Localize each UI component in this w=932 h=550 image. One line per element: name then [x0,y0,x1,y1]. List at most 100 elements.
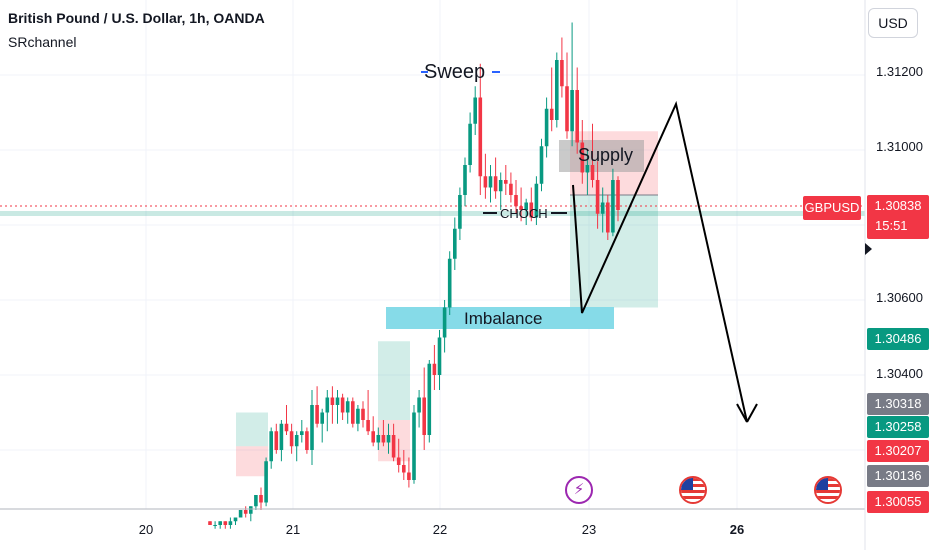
candle-body [320,412,324,424]
candle-body [218,521,222,525]
long-position-target-zone [236,412,268,447]
sweep-label: Sweep [424,61,486,83]
candle-body [284,423,289,432]
candle-body [315,405,319,424]
long-position-stop-zone [236,446,268,477]
candle-body [488,176,493,188]
candle-body [402,465,406,473]
candle-body [396,457,401,465]
candle-body [356,408,360,424]
candle-body [514,195,518,207]
long-position-target-zone [378,341,410,420]
x-tick-label: 22 [432,522,448,537]
candle-body [417,397,421,413]
candle-body [585,165,590,173]
candle-body [340,397,345,413]
bar-countdown: 15:51 [875,218,908,233]
candle-body [274,431,279,450]
candle-body [361,408,365,420]
x-tick-label: 26 [729,522,745,537]
y-tick-label: 1.31200 [876,64,923,79]
candle-body [351,401,355,424]
chart-legend-title: British Pound / U.S. Dollar, 1h, OANDA [8,10,265,26]
candle-body [427,363,432,435]
projection-path [572,100,748,423]
candle-body [442,307,447,338]
candle-body [544,108,549,147]
candle-body [305,431,309,450]
us-flag-icon[interactable] [814,476,842,504]
x-tick-label: 23 [581,522,597,537]
candle-body [529,202,534,218]
candle-body [259,495,263,503]
candle-body [279,423,284,450]
candle-body [524,202,528,210]
candle-body [345,401,350,413]
us-flag-icon[interactable] [679,476,707,504]
choch-label: CHOCH [500,206,548,221]
candle-body [611,180,615,233]
y-tick-label: 1.31000 [876,139,923,154]
x-tick-label: 21 [285,522,301,537]
imbalance-label: Imbalance [464,309,543,328]
candle-body [243,510,248,514]
sr-channel-band [0,211,865,216]
candle-body [238,510,243,518]
candle-body [269,431,273,462]
candle-body [595,180,600,214]
candle-body [223,521,228,525]
indicator-name[interactable]: SRchannel [8,34,77,50]
current-price: 1.30838 [874,198,922,213]
candle-body [330,397,335,405]
current-price-tag: 1.30838 15:51 [867,195,929,239]
candle-body [606,202,610,233]
candle-body [468,123,472,165]
candle-body [463,165,467,195]
candle-body [371,431,375,443]
y-tick-label: 1.30400 [876,366,923,381]
candle-body [616,180,620,210]
candle-body [493,176,498,192]
candle-body [555,60,559,120]
price-tag: 1.30258 [867,416,929,438]
candlesticks [208,22,620,529]
candle-body [289,431,294,447]
candle-body [233,517,238,522]
candle-body [447,258,452,308]
candle-body [391,435,396,458]
price-tag: 1.30486 [867,328,929,350]
candle-body [310,405,314,450]
candle-body [478,97,483,177]
candle-body [473,97,477,124]
candle-body [504,180,508,184]
candle-body [437,337,442,375]
candle-body [458,195,462,229]
lightning-icon[interactable]: ⚡ [565,476,593,504]
supply-box [559,140,644,172]
candle-body [249,506,253,514]
arrow-head-left [736,403,748,423]
price-tag: 1.30207 [867,440,929,462]
candle-body [412,412,416,480]
currency-button[interactable]: USD [868,8,918,38]
candle-body [549,108,554,120]
drawings [421,71,758,423]
candle-body [366,420,370,432]
candle-body [560,60,564,87]
candle-body [386,435,391,443]
candle-body [376,435,381,443]
candle-body [213,525,217,526]
candle-body [565,86,569,132]
candle-body [300,431,304,435]
candle-body [570,90,574,132]
candle-body [483,176,488,188]
price-tag: 1.30136 [867,465,929,487]
candle-body [381,435,386,443]
candle-body [407,472,411,480]
price-scale-marker-icon [865,243,872,255]
candle-body [335,397,340,405]
supply-label: Supply [578,145,634,165]
candle-body [539,146,544,184]
candle-body [509,183,513,195]
